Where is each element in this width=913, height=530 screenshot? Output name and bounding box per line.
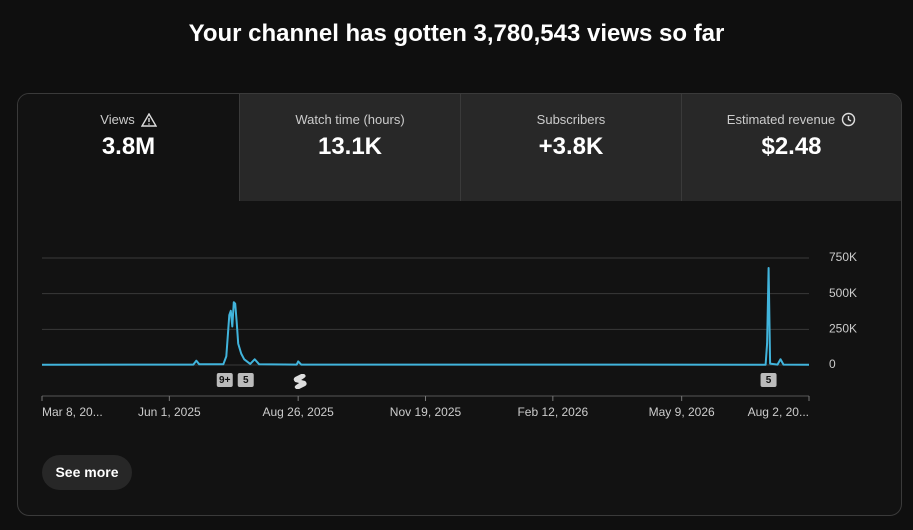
- annotation-label: 5: [243, 375, 249, 386]
- see-more-button[interactable]: See more: [42, 455, 132, 490]
- tab-label: Views: [100, 112, 135, 127]
- shorts-icon: [293, 374, 307, 389]
- x-tick-label: Nov 19, 2025: [390, 405, 462, 419]
- warning-icon: [140, 112, 157, 127]
- y-tick-label: 0: [829, 357, 836, 371]
- tab[interactable]: Views 3.8M: [18, 94, 239, 201]
- tab-label: Estimated revenue: [726, 112, 836, 127]
- chart: 0 250K 500K 750K Mar 8, 20... Jun 1, 2025 Aug …: [41, 250, 857, 419]
- tab-value: 3.8M: [101, 133, 156, 160]
- annotation-label: 9+: [219, 375, 231, 386]
- clock-icon: [842, 112, 856, 127]
- y-tick-label: 750K: [829, 250, 857, 264]
- x-tick-label: Aug 2, 20...: [748, 405, 809, 419]
- x-tick-label: Mar 8, 20...: [42, 405, 103, 419]
- tab-value: +3.8K: [538, 133, 604, 160]
- y-tick-label: 250K: [829, 322, 857, 336]
- tab-value: 13.1K: [317, 133, 383, 160]
- tab[interactable]: Subscribers +3.8K: [460, 94, 681, 201]
- tab[interactable]: Estimated revenue $2.48: [681, 94, 901, 201]
- annotation-label: 5: [766, 375, 772, 386]
- x-tick-label: May 9, 2026: [649, 405, 715, 419]
- tab-label: Subscribers: [536, 112, 606, 127]
- x-tick-label: Jun 1, 2025: [138, 405, 201, 419]
- annotation-badge: [760, 373, 777, 387]
- analytics-card: Views 3.8M Watch time (hours) 13.1K Subs…: [17, 93, 902, 516]
- tab-label: Watch time (hours): [295, 112, 405, 127]
- page-title: Your channel has gotten 3,780,543 views …: [188, 20, 725, 47]
- x-tick-label: Feb 12, 2026: [517, 405, 588, 419]
- y-tick-label: 500K: [829, 286, 857, 300]
- tab-value: $2.48: [761, 133, 822, 160]
- tab[interactable]: Watch time (hours) 13.1K: [239, 94, 460, 201]
- line-series: [41, 267, 810, 366]
- annotation-badge: [237, 373, 254, 387]
- annotation-badge: [216, 373, 233, 387]
- x-tick-label: Aug 26, 2025: [262, 405, 334, 419]
